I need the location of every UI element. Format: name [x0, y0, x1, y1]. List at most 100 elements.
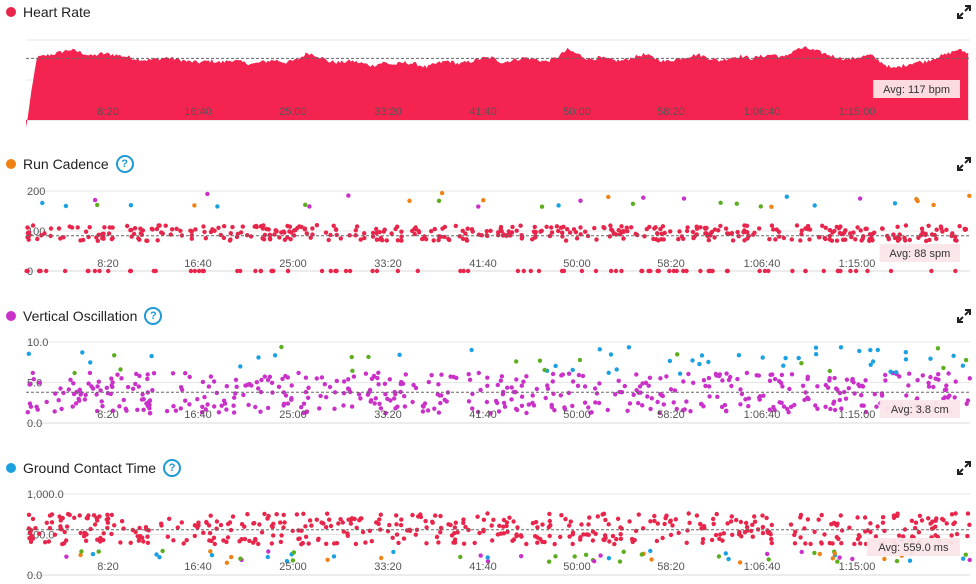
data-point	[71, 381, 76, 386]
data-point	[606, 522, 611, 527]
data-point	[470, 229, 475, 234]
expand-icon[interactable]	[956, 308, 972, 324]
vertical-oscillation-chart[interactable]: 0.0 5.0 10.0 8:20 16:40 25:00 33:20 41:40 50:00 5…	[0, 304, 976, 444]
data-point	[883, 372, 888, 378]
data-point	[570, 541, 575, 547]
data-point	[533, 519, 539, 525]
data-point	[771, 227, 776, 232]
data-point	[353, 541, 359, 547]
data-point	[965, 533, 970, 539]
data-point	[577, 357, 583, 363]
data-point	[708, 231, 713, 236]
data-point	[381, 229, 386, 234]
data-point	[856, 533, 862, 538]
data-point	[694, 513, 700, 518]
data-point	[542, 367, 547, 373]
expand-icon[interactable]	[956, 156, 972, 172]
data-point	[303, 524, 308, 529]
data-point	[694, 226, 700, 231]
data-point	[766, 530, 771, 535]
data-point	[118, 367, 123, 372]
expand-icon[interactable]	[956, 460, 972, 476]
data-point	[269, 523, 275, 529]
data-point	[659, 231, 664, 236]
data-point	[208, 513, 213, 518]
data-point	[119, 376, 124, 381]
data-point	[106, 516, 111, 521]
data-point	[698, 401, 704, 407]
help-icon[interactable]: ?	[115, 155, 134, 173]
data-point	[760, 530, 766, 536]
data-point	[728, 519, 734, 524]
data-point	[926, 384, 932, 389]
data-point	[570, 530, 576, 535]
data-point	[645, 394, 650, 399]
data-point	[786, 410, 791, 415]
data-point	[251, 540, 256, 545]
data-point	[681, 379, 686, 384]
data-point	[128, 203, 134, 208]
data-point	[765, 551, 770, 557]
help-icon[interactable]: ?	[163, 459, 182, 477]
x-tick-label: 58:20	[657, 258, 685, 270]
data-point	[760, 524, 766, 530]
data-point	[297, 224, 302, 229]
help-icon[interactable]: ?	[144, 307, 163, 325]
data-point	[828, 406, 833, 412]
data-point	[350, 368, 355, 373]
x-tick-label: 1:15:00	[839, 561, 876, 573]
heart-rate-chart[interactable]: 8:20 16:40 25:00 33:20 41:40 50:00 58:20 1:06:4…	[0, 0, 976, 140]
data-point	[521, 268, 526, 274]
data-point	[658, 376, 663, 381]
data-point	[323, 525, 329, 530]
expand-icon[interactable]	[956, 4, 972, 20]
data-point	[746, 404, 751, 409]
data-point	[859, 393, 864, 398]
data-point	[868, 347, 873, 353]
data-point	[458, 554, 463, 560]
data-point	[790, 268, 795, 274]
data-point	[137, 525, 142, 531]
data-point	[880, 520, 886, 525]
data-point	[347, 233, 352, 238]
data-point	[131, 231, 137, 237]
data-point	[200, 404, 205, 409]
y-tick-label: 200	[27, 186, 45, 198]
data-point	[325, 511, 330, 516]
data-point	[534, 386, 539, 392]
data-point	[398, 381, 403, 387]
data-point	[586, 405, 591, 410]
data-point	[300, 540, 305, 546]
data-point	[257, 522, 262, 527]
data-point	[806, 396, 811, 402]
data-point	[684, 228, 690, 234]
data-point	[784, 194, 789, 199]
data-point	[218, 522, 224, 528]
data-point	[570, 379, 576, 384]
data-point	[891, 515, 897, 520]
data-point	[394, 513, 399, 518]
y-tick-label: 5.0	[27, 378, 42, 390]
data-point	[370, 268, 375, 274]
data-point	[685, 528, 690, 533]
data-point	[461, 268, 466, 274]
data-point	[861, 403, 866, 408]
data-point	[902, 527, 908, 532]
data-point	[383, 392, 388, 397]
data-point	[145, 372, 150, 377]
data-point	[200, 379, 206, 385]
average-label: Avg: 559.0 ms	[878, 542, 949, 554]
data-point	[850, 378, 855, 383]
data-point	[843, 396, 849, 401]
data-point	[212, 541, 217, 547]
data-point	[946, 371, 951, 376]
data-point	[82, 530, 88, 535]
data-point	[524, 410, 529, 416]
data-point	[262, 511, 267, 517]
data-point	[465, 226, 470, 231]
data-point	[838, 345, 844, 350]
data-point	[928, 521, 933, 526]
data-point	[848, 268, 853, 274]
